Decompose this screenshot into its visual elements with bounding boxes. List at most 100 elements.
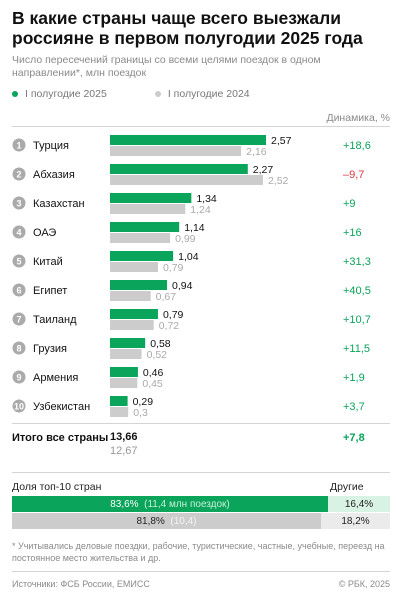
category-label: Китай [33, 256, 63, 268]
share-other-label: 18,2% [341, 515, 370, 527]
share-title: Доля топ-10 стран [12, 481, 102, 493]
legend-label-2024: I полугодие 2024 [167, 88, 250, 100]
dynamics-value: +11,5 [343, 343, 370, 355]
value-label-2025: 1,04 [178, 251, 199, 263]
share-top10-segment: 81,8% (10,4) [12, 513, 321, 529]
chart-subtitle: Число пересечений границы со всеми целям… [12, 54, 321, 79]
dynamics-value: +40,5 [343, 285, 371, 297]
source: Источники: ФСБ России, ЕМИСС [12, 579, 150, 589]
value-label-2025: 1,14 [184, 222, 205, 234]
rank-number: 8 [16, 344, 21, 354]
value-label-2025: 2,57 [271, 135, 292, 147]
bar-2025 [110, 193, 192, 203]
share-bar-2025: 83,6% (11,4 млн поездок) 16,4% [12, 496, 390, 512]
rank-badge [12, 399, 26, 413]
rank-badge [12, 225, 26, 239]
rank-number: 10 [14, 402, 24, 412]
bar-2024 [110, 407, 129, 417]
share-top10-segment: 83,6% (11,4 млн поездок) [12, 496, 328, 512]
category-label: Турция [33, 140, 69, 152]
category-label: Абхазия [33, 169, 75, 181]
value-label-2025: 2,27 [253, 164, 274, 176]
bar-2025 [110, 309, 158, 319]
dynamics-value: +16 [343, 227, 362, 239]
share-other-title: Другие [330, 481, 364, 493]
bar-2024 [110, 320, 154, 330]
category-label: Грузия [33, 343, 67, 355]
value-label-2024: 1,24 [190, 204, 211, 216]
copyright: © РБК, 2025 [338, 579, 390, 589]
bar-2024 [110, 291, 151, 301]
bar-2024 [110, 146, 242, 156]
divider [12, 571, 390, 572]
legend-label-2025: I полугодие 2025 [25, 88, 107, 100]
rank-badge [12, 312, 26, 326]
share-other-segment: 18,2% [321, 513, 390, 529]
value-label-2025: 0,58 [150, 338, 171, 350]
bar-2025 [110, 251, 174, 261]
rank-badge [12, 254, 26, 268]
dynamics-value: +1,9 [343, 372, 365, 384]
rank-number: 5 [16, 257, 21, 267]
dynamics-value: +31,3 [343, 256, 371, 268]
value-label-2024: 0,72 [159, 320, 180, 332]
rank-badge [12, 283, 26, 297]
category-label: Казахстан [33, 198, 85, 210]
rank-number: 2 [16, 170, 21, 180]
value-label-2024: 0,45 [142, 378, 163, 390]
share-other-segment: 16,4% [328, 496, 390, 512]
share-other-label: 16,4% [344, 498, 374, 510]
rank-number: 1 [16, 141, 21, 151]
total-label: Итого все страны [12, 432, 109, 444]
divider [12, 126, 390, 127]
legend-item-2024: I полугодие 2024 [154, 88, 250, 100]
bar-2025 [110, 396, 128, 406]
bar-2024 [110, 175, 263, 185]
dynamics-value: –9,7 [343, 169, 364, 181]
bar-2025 [110, 135, 266, 145]
rank-badge [12, 196, 26, 210]
legend: I полугодие 2025 I полугодие 2024 [12, 88, 298, 100]
value-label-2024: 2,52 [268, 175, 289, 187]
bar-2024 [110, 349, 142, 359]
dynamics-value: +9 [343, 198, 356, 210]
rank-number: 9 [16, 373, 21, 383]
category-label: ОАЭ [33, 227, 56, 239]
value-label-2025: 0,94 [172, 280, 193, 292]
dynamics-value: +10,7 [343, 314, 371, 326]
divider [12, 472, 390, 473]
value-label-2024: 0,3 [133, 407, 148, 419]
value-label-2025: 0,79 [163, 309, 184, 321]
bar-2025 [110, 338, 146, 348]
value-label-2024: 0,67 [156, 291, 177, 303]
rank-number: 6 [16, 286, 21, 296]
legend-dot-icon [154, 91, 161, 97]
total-previous-value: 12,67 [110, 445, 138, 457]
total-dynamics: +7,8 [343, 432, 365, 444]
bar-2024 [110, 233, 171, 243]
bar-2025 [110, 280, 168, 290]
share-bar-2024: 81,8% (10,4) 18,2% [12, 513, 390, 529]
category-label: Узбекистан [33, 401, 90, 413]
value-label-2024: 0,52 [147, 349, 168, 361]
dynamics-header: Динамика, % [326, 112, 390, 124]
footnote: * Учитывались деловые поездки, рабочие, … [12, 541, 385, 563]
dynamics-value: +3,7 [343, 401, 365, 413]
bar-2024 [110, 204, 186, 214]
value-label-2024: 2,16 [246, 146, 267, 158]
share-top10-note: (10,4) [170, 515, 197, 527]
rank-badge [12, 167, 26, 181]
bar-2025 [110, 222, 180, 232]
bar-2025 [110, 367, 138, 377]
bar-2024 [110, 378, 138, 388]
rank-number: 3 [16, 199, 21, 209]
category-label: Египет [33, 285, 67, 297]
legend-item-2025: I полугодие 2025 [12, 88, 107, 100]
rank-number: 4 [16, 228, 21, 238]
value-label-2025: 0,29 [133, 396, 154, 408]
value-label-2024: 0,79 [163, 262, 184, 274]
value-label-2024: 0,99 [175, 233, 196, 245]
bar-chart: 1 Турция 2,57 2,16 +18,6 2 Абхазия 2,272,52 –9,7… [12, 135, 371, 419]
bar-2024 [110, 262, 158, 272]
bar-2025 [110, 164, 248, 174]
